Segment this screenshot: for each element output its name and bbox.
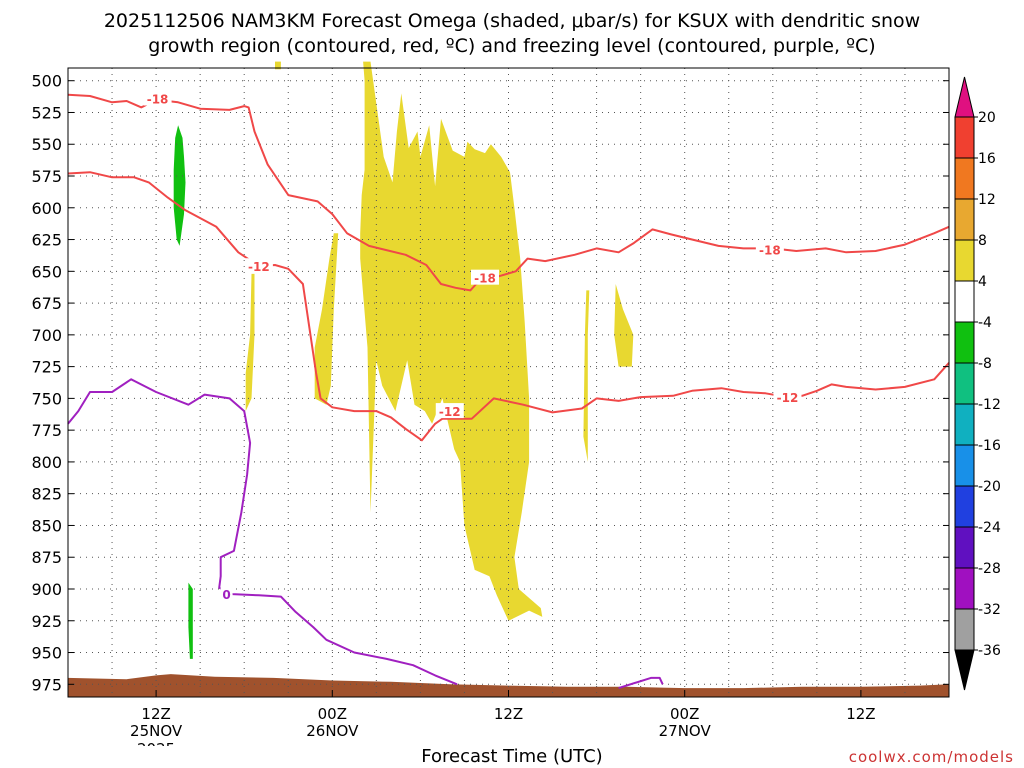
- omega-time-height-chart: -18 -18 -18 -12 -12 -12 0 500 525 550 575 600 625 65…: [31, 61, 1001, 746]
- contour-label: -18: [474, 272, 496, 286]
- contour-layer: -18 -18 -18 -12 -12 -12 0: [67, 90, 950, 690]
- y-tick-label: 650: [31, 262, 62, 281]
- x-tick-year: 2025: [137, 740, 175, 746]
- contour-label-bg: [220, 586, 233, 602]
- colorbar-bin: [954, 608, 975, 651]
- contour-label-bg: [471, 269, 500, 285]
- y-tick-label: 950: [31, 644, 62, 663]
- chart-title-line2: growth region (contoured, red, ºC) and f…: [148, 35, 876, 57]
- colorbar-bottom-arrow: [954, 649, 975, 691]
- y-tick-label: 800: [31, 453, 62, 472]
- y-tick-label: 850: [31, 516, 62, 535]
- omega-region-2: [314, 233, 339, 405]
- y-tick-label: 700: [31, 326, 62, 345]
- contour-label: 0: [222, 588, 230, 602]
- colorbar-bin: [954, 157, 975, 200]
- colorbar-label: -24: [978, 520, 1001, 536]
- y-tick-label: 600: [31, 199, 62, 218]
- y-tick-label: 900: [31, 580, 62, 599]
- chart-title-line1: 2025112506 NAM3KM Forecast Omega (shaded…: [103, 10, 921, 32]
- colorbar-bin: [954, 116, 975, 159]
- colorbar-bin: [954, 280, 975, 323]
- colorbar-bin: [954, 239, 975, 282]
- omega-region-3: [245, 273, 255, 412]
- y-tick-label: 575: [31, 167, 62, 186]
- y-tick-label: 775: [31, 421, 62, 440]
- colorbar-bin: [954, 198, 975, 241]
- x-axis: 12Z25NOV202500Z26NOV12Z00Z27NOV12Z: [130, 690, 876, 746]
- omega-region-1: [360, 61, 543, 621]
- omega-shading-layer: [173, 61, 634, 659]
- colorbar-label: 8: [978, 233, 987, 249]
- colorbar: 20 16 12 8 4 -4 -8 -12 -16 -20 -24 -28 -32 -36: [954, 76, 1001, 691]
- omega-region-0: [275, 61, 281, 70]
- contour-label-bg: [435, 403, 464, 419]
- y-axis: 500 525 550 575 600 625 650 675 700 725 750 775 800 8…: [31, 72, 949, 694]
- x-tick-label: 12Z: [494, 705, 523, 723]
- x-tick-date: 25NOV: [130, 722, 183, 740]
- contour-label-bg: [773, 389, 802, 405]
- contour-label: -18: [759, 244, 781, 258]
- x-tick-label: 00Z: [670, 705, 699, 723]
- omega-region-6: [173, 125, 186, 246]
- terrain-layer: [68, 674, 949, 697]
- y-tick-label: 975: [31, 675, 62, 694]
- colorbar-label: 12: [978, 192, 996, 208]
- terrain-fill: [68, 674, 949, 697]
- credit-text: coolwx.com/models: [848, 748, 1014, 766]
- colorbar-label: 16: [978, 151, 996, 167]
- contour-label: -18: [147, 92, 169, 106]
- colorbar-label: -32: [978, 602, 1001, 618]
- colorbar-bin: [954, 403, 975, 446]
- colorbar-label: -4: [978, 315, 992, 331]
- y-tick-label: 500: [31, 72, 62, 91]
- colorbar-label: -16: [978, 438, 1001, 454]
- colorbar-bin: [954, 444, 975, 487]
- y-tick-label: 825: [31, 485, 62, 504]
- contour-label-bg: [755, 241, 784, 257]
- contour-label-bg: [143, 90, 172, 106]
- y-tick-label: 675: [31, 294, 62, 313]
- colorbar-label: -8: [978, 356, 992, 372]
- x-tick-label: 12Z: [141, 705, 170, 723]
- contour-label: -12: [777, 391, 799, 405]
- x-tick-date: 27NOV: [659, 722, 712, 740]
- colorbar-label: -28: [978, 561, 1001, 577]
- contour-line-4: [618, 676, 664, 690]
- colorbar-label: 20: [978, 110, 996, 126]
- contour-label: -12: [248, 260, 270, 274]
- y-tick-label: 925: [31, 612, 62, 631]
- y-tick-label: 550: [31, 135, 62, 154]
- colorbar-top-arrow: [954, 76, 975, 118]
- colorbar-bin: [954, 321, 975, 364]
- colorbar-bin: [954, 526, 975, 569]
- y-tick-label: 875: [31, 548, 62, 567]
- omega-region-4: [583, 290, 590, 462]
- x-tick-label: 12Z: [846, 705, 875, 723]
- colorbar-bin: [954, 567, 975, 610]
- contour-line-3: [67, 378, 458, 686]
- colorbar-label: 4: [978, 274, 987, 290]
- x-tick-date: 26NOV: [306, 722, 359, 740]
- colorbar-label: -20: [978, 479, 1001, 495]
- y-tick-label: 525: [31, 103, 62, 122]
- colorbar-label: -12: [978, 397, 1001, 413]
- colorbar-bin: [954, 362, 975, 405]
- colorbar-label: -36: [978, 643, 1001, 659]
- x-axis-title: Forecast Time (UTC): [421, 746, 603, 767]
- x-tick-label: 00Z: [318, 705, 347, 723]
- contour-label: -12: [439, 405, 461, 419]
- omega-region-7: [188, 582, 193, 659]
- y-tick-label: 725: [31, 358, 62, 377]
- omega-region-5: [614, 284, 634, 367]
- contour-label-bg: [244, 258, 273, 274]
- colorbar-bin: [954, 485, 975, 528]
- y-tick-label: 625: [31, 231, 62, 250]
- y-tick-label: 750: [31, 389, 62, 408]
